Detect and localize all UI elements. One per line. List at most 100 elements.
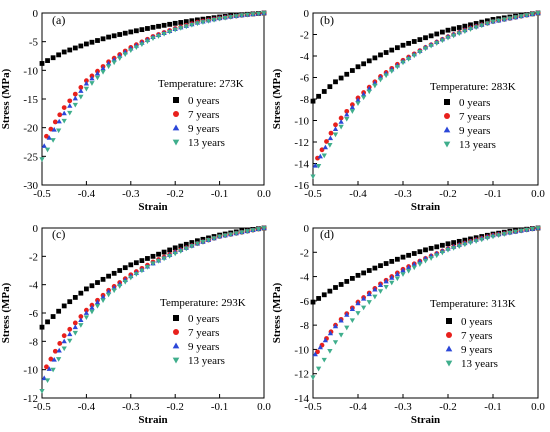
data-point <box>78 43 84 49</box>
data-point <box>400 42 406 48</box>
data-point <box>428 33 434 39</box>
data-point <box>117 268 123 273</box>
data-point <box>67 326 73 332</box>
data-point <box>411 39 417 44</box>
data-point <box>183 241 189 247</box>
data-point <box>83 310 90 315</box>
data-point <box>222 233 228 239</box>
x-tick-label: -0.3 <box>394 188 412 200</box>
legend-marker <box>444 99 450 105</box>
data-point <box>139 268 145 274</box>
data-point <box>327 288 333 294</box>
data-point <box>344 325 350 331</box>
legend-marker <box>446 332 452 338</box>
data-point <box>400 254 406 260</box>
data-point <box>512 15 519 21</box>
data-point <box>56 128 62 134</box>
data-point <box>417 262 423 267</box>
data-point <box>105 292 112 298</box>
data-point <box>383 261 389 266</box>
data-point <box>417 37 423 43</box>
x-tick-label: 0.0 <box>531 401 545 413</box>
data-point <box>244 12 250 18</box>
data-point <box>462 23 468 29</box>
legend-label: 0 years <box>459 97 490 109</box>
data-point <box>439 242 445 248</box>
data-point <box>312 351 318 357</box>
data-point <box>361 270 367 276</box>
data-point <box>360 305 367 311</box>
data-point <box>45 58 50 63</box>
data-series <box>310 226 541 381</box>
data-point <box>355 272 361 278</box>
data-point <box>111 270 117 276</box>
data-point <box>222 15 228 21</box>
data-point <box>183 19 189 24</box>
y-tick-label: -14 <box>294 393 309 405</box>
data-point <box>105 64 112 70</box>
data-point <box>428 256 434 261</box>
data-point <box>50 138 56 143</box>
data-point <box>355 311 361 316</box>
data-point <box>205 19 212 24</box>
data-point <box>122 265 128 271</box>
data-point <box>394 276 401 282</box>
data-point <box>161 32 167 37</box>
x-tick-label: -0.5 <box>304 401 322 413</box>
y-tick-label: -2 <box>29 251 38 263</box>
chart-panel: -0.5 -0.4 -0.3 -0.2 -0.1 0.0 0 -2 -4 -6 -8 -10 -12 -1… <box>271 223 545 426</box>
data-point <box>250 12 256 17</box>
data-point <box>512 229 519 235</box>
data-point <box>167 21 173 27</box>
x-tick-label: -0.4 <box>78 188 96 200</box>
data-point <box>111 60 117 66</box>
data-point <box>239 230 245 236</box>
data-point <box>434 41 440 46</box>
data-point <box>167 247 173 253</box>
data-point <box>189 240 195 245</box>
data-point <box>389 47 395 53</box>
data-point <box>61 346 67 352</box>
data-point <box>89 39 95 45</box>
y-tick-label: -30 <box>23 180 38 192</box>
data-point <box>78 317 84 323</box>
data-point <box>377 289 384 294</box>
data-point <box>161 249 167 255</box>
data-point <box>366 86 372 91</box>
data-point <box>312 162 318 168</box>
data-point <box>56 118 62 124</box>
data-point <box>535 226 541 231</box>
legend-marker <box>173 315 179 321</box>
y-tick-label: -10 <box>23 365 38 377</box>
data-point <box>450 33 457 39</box>
data-point <box>195 238 200 244</box>
legend-marker <box>445 360 453 367</box>
data-point <box>117 284 123 289</box>
data-point <box>72 95 78 101</box>
data-point <box>255 227 262 232</box>
data-point <box>94 70 101 76</box>
data-point <box>439 29 445 35</box>
data-point <box>233 231 239 237</box>
data-point <box>445 27 451 33</box>
data-point <box>524 13 530 18</box>
data-point <box>95 38 100 43</box>
data-point <box>366 58 372 64</box>
data-point <box>349 109 356 114</box>
data-point <box>310 174 316 180</box>
data-point <box>344 71 350 77</box>
data-point <box>83 86 90 92</box>
data-point <box>178 26 184 31</box>
data-point <box>400 272 406 277</box>
data-point <box>128 48 134 54</box>
legend-marker <box>172 357 180 364</box>
data-point <box>172 27 178 33</box>
data-point <box>462 29 468 35</box>
data-point <box>372 55 378 61</box>
x-tick-label: -0.5 <box>33 401 51 413</box>
x-tick-label: -0.3 <box>394 401 412 413</box>
data-point <box>67 338 73 344</box>
data-point <box>133 272 139 277</box>
data-point <box>48 356 54 362</box>
